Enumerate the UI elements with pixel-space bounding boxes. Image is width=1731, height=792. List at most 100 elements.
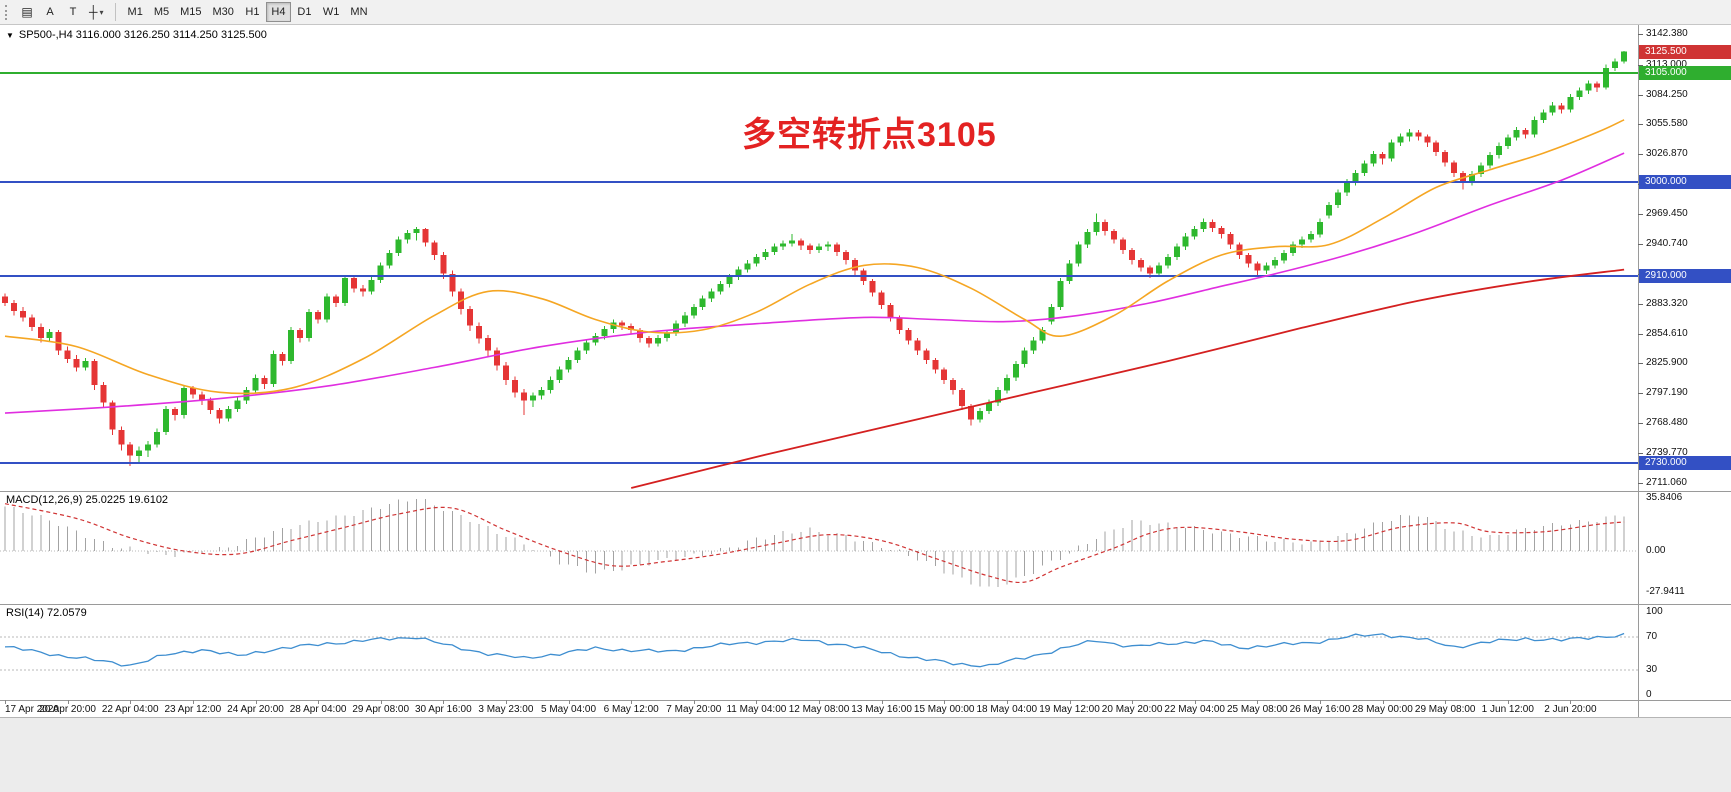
- time-tick-mark: [1507, 700, 1509, 704]
- toolbar: ▤ A T ┼ ▾ M1 M5 M15 M30 H1 H4 D1 W1 MN: [0, 0, 1731, 25]
- chart-window: ▼ SP500-,H4 3116.000 3126.250 3114.250 3…: [0, 25, 1731, 792]
- candlestick-chart[interactable]: [0, 25, 1638, 491]
- indicator-scale-label: -27.9411: [1646, 586, 1685, 598]
- price-axis-tick: 2969.450: [1646, 208, 1688, 219]
- price-tick-mark: [1638, 154, 1643, 156]
- time-axis-label: 1 Jun 12:00: [1481, 704, 1534, 715]
- time-tick-mark: [756, 700, 758, 704]
- macd-indicator-chart[interactable]: [0, 491, 1638, 604]
- price-axis-tick: 2825.900: [1646, 357, 1688, 369]
- time-tick-mark: [1382, 700, 1384, 704]
- price-axis-tick: 3055.580: [1646, 118, 1688, 130]
- timeframe-button-m15[interactable]: M15: [175, 2, 206, 22]
- current-price-label: 3125.500: [1639, 44, 1731, 59]
- indicator-scale-label: 0: [1646, 689, 1652, 700]
- time-tick-mark: [1319, 700, 1321, 704]
- time-tick-mark: [505, 700, 507, 704]
- time-tick-mark: [1570, 700, 1572, 704]
- time-tick-mark: [443, 700, 445, 704]
- price-tick-mark: [1638, 423, 1643, 424]
- price-tick-mark: [1638, 333, 1643, 335]
- time-tick-mark: [944, 700, 946, 704]
- rsi-label: RSI(14) 72.0579: [6, 607, 87, 619]
- time-axis-label: 17 Apr 2020: [5, 704, 59, 715]
- cursor-tool-button[interactable]: A: [39, 2, 61, 22]
- text-tool-label: T: [69, 6, 77, 18]
- price-axis-tick: 2883.320: [1646, 297, 1688, 309]
- time-axis-label: 7 May 20:00: [666, 704, 722, 715]
- price-axis-tick: 2768.480: [1646, 417, 1688, 428]
- hline-price-label: 2730.000: [1639, 456, 1731, 470]
- time-axis-label: 30 Apr 16:00: [414, 704, 472, 715]
- time-tick-mark: [693, 700, 695, 704]
- rsi-indicator-chart[interactable]: [0, 604, 1638, 700]
- price-tick-mark: [1638, 393, 1643, 395]
- price-tick-mark: [1638, 124, 1643, 126]
- time-tick-mark: [1069, 700, 1071, 704]
- time-tick-mark: [1257, 700, 1259, 704]
- indicator-scale-label: 70: [1646, 630, 1658, 642]
- price-tick-mark: [1638, 243, 1643, 245]
- indicator-scale-label: 30: [1646, 664, 1658, 676]
- time-axis-label: 19 May 12:00: [1039, 704, 1100, 715]
- panel-separator: [0, 700, 1731, 701]
- timeframe-button-m5[interactable]: M5: [149, 2, 174, 22]
- time-axis-label: 5 May 04:00: [540, 704, 597, 715]
- symbol-ohlc-text: SP500-,H4 3116.000 3126.250 3114.250 312…: [18, 29, 267, 41]
- indicator-scale-label: 0.00: [1646, 545, 1666, 556]
- toolbar-grip[interactable]: [5, 4, 10, 20]
- time-tick-mark: [1194, 700, 1196, 704]
- price-tick-mark: [1638, 94, 1643, 96]
- time-tick-mark: [192, 700, 194, 704]
- cursor-tool-label: A: [46, 6, 54, 18]
- chart-window-icon: ▤: [21, 5, 33, 19]
- time-axis-label: 11 May 04:00: [726, 704, 787, 715]
- timeframe-button-mn[interactable]: MN: [345, 2, 372, 22]
- timeframe-button-h4[interactable]: H4: [265, 2, 291, 22]
- panel-separator[interactable]: [0, 604, 1731, 605]
- price-tick-mark: [1638, 34, 1643, 36]
- price-axis-tick: 2854.610: [1646, 327, 1688, 339]
- price-axis-tick: 2940.740: [1646, 237, 1688, 249]
- time-tick-mark: [318, 700, 320, 704]
- time-axis-label: 6 May 12:00: [603, 704, 659, 715]
- time-axis-label: 24 Apr 20:00: [227, 704, 284, 715]
- hline-price-label: 3105.000: [1639, 66, 1731, 80]
- time-axis-label: 22 May 04:00: [1164, 704, 1225, 715]
- hline-price-label: 3000.000: [1639, 175, 1731, 190]
- price-tick-mark: [1638, 482, 1643, 484]
- time-tick-mark: [1445, 700, 1447, 704]
- text-tool-button[interactable]: T: [62, 2, 84, 22]
- chevron-down-icon: ▾: [99, 7, 104, 17]
- time-axis-label: 15 May 00:00: [913, 704, 975, 715]
- timeframe-button-w1[interactable]: W1: [318, 2, 345, 22]
- time-tick-mark: [255, 700, 257, 704]
- time-tick-mark: [1132, 700, 1134, 704]
- price-axis-tick: 2739.770: [1646, 446, 1688, 458]
- time-axis-label: 20 Apr 20:00: [39, 704, 96, 715]
- indicator-scale-label: 35.8406: [1646, 492, 1683, 503]
- time-axis-label: 26 May 16:00: [1289, 704, 1351, 715]
- price-axis-tick: 3026.870: [1646, 148, 1688, 160]
- toolbar-separator: [114, 3, 116, 21]
- timeframe-button-m30[interactable]: M30: [208, 2, 239, 22]
- time-axis-label: 3 May 23:00: [478, 704, 534, 715]
- time-axis-label: 13 May 16:00: [851, 704, 912, 715]
- indicator-scale-label: 100: [1646, 606, 1663, 617]
- time-tick-mark: [1006, 700, 1008, 704]
- time-axis-label: 20 May 20:00: [1101, 704, 1163, 715]
- timeframe-button-m1[interactable]: M1: [123, 2, 148, 22]
- crosshair-icon: ┼: [89, 5, 98, 19]
- window-footer-area: [0, 717, 1731, 792]
- price-axis-tick: 3142.380: [1646, 28, 1688, 40]
- timeframe-button-h1[interactable]: H1: [240, 2, 265, 22]
- crosshair-tool-button[interactable]: ┼ ▾: [85, 2, 108, 22]
- panel-separator[interactable]: [0, 491, 1731, 492]
- chart-windows-button[interactable]: ▤: [16, 2, 38, 22]
- time-tick-mark: [67, 700, 69, 704]
- time-axis-label: 12 May 08:00: [788, 704, 850, 715]
- time-tick-mark: [881, 700, 883, 704]
- timeframe-button-d1[interactable]: D1: [292, 2, 317, 22]
- time-tick-mark: [568, 700, 570, 704]
- time-tick-mark: [819, 700, 820, 704]
